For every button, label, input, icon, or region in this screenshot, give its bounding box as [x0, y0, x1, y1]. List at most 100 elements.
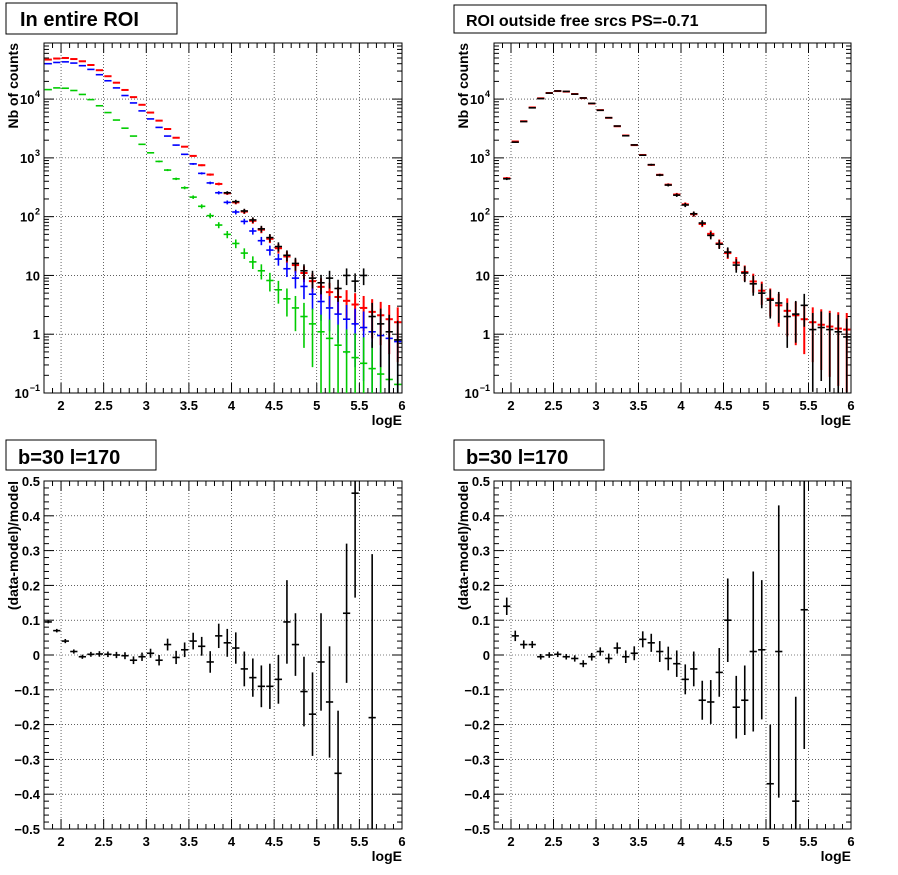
x-tick-label: 3 — [592, 398, 599, 413]
y-tick-label: −0.2 — [14, 718, 40, 733]
chart-title: b=30 l=170 — [18, 447, 120, 469]
data-series — [44, 57, 402, 363]
y-tick-label-exponent: 3 — [485, 148, 490, 158]
y-tick-label-base: 10 — [20, 151, 34, 166]
data-series — [503, 90, 851, 393]
x-tick-label: 3 — [143, 398, 150, 413]
y-tick-label-base: 10 — [470, 92, 484, 107]
x-tick-label: 2 — [507, 398, 514, 413]
chart-title: b=30 l=170 — [466, 447, 568, 469]
x-tick-label: 3 — [592, 834, 599, 849]
y-tick-label: 0.4 — [22, 509, 41, 524]
data-series — [44, 87, 402, 393]
x-tick-label: 5 — [762, 834, 769, 849]
x-tick-label: 6 — [847, 398, 854, 413]
title-box — [453, 439, 605, 471]
x-tick-label: 2.5 — [95, 398, 113, 413]
grid — [44, 43, 403, 394]
x-tick-label: 4 — [228, 398, 236, 413]
y-tick-label-base: 10 — [465, 386, 479, 401]
y-tick-label-exponent: 4 — [485, 89, 490, 99]
x-tick-label: 5.5 — [799, 834, 817, 849]
y-tick-label: −0.1 — [14, 683, 40, 698]
plot-frame — [43, 480, 403, 830]
x-tick-label: 5.5 — [799, 398, 817, 413]
x-axis-title: logE — [372, 848, 402, 864]
plot-frame — [493, 42, 852, 394]
x-tick-label: 2.5 — [95, 834, 113, 849]
x-tick-label: 2.5 — [544, 398, 562, 413]
y-tick-label: 0.2 — [22, 578, 40, 593]
x-tick-label: 3 — [143, 834, 150, 849]
x-axis-title: logE — [821, 412, 851, 428]
data-marks — [44, 481, 376, 829]
title-box — [5, 439, 157, 471]
x-tick-label: 2 — [57, 834, 64, 849]
x-tick-label: 3.5 — [180, 398, 198, 413]
x-axis-title: logE — [821, 848, 851, 864]
data-series — [223, 191, 402, 393]
chart-title: In entire ROI — [20, 9, 139, 31]
y-axis-title: (data-model)/model — [455, 481, 471, 610]
x-tick-label: 4.5 — [265, 398, 283, 413]
y-axis-title: Nb of counts — [5, 43, 21, 129]
y-tick-label: 0 — [33, 648, 40, 663]
y-axis-title: (data-model)/model — [5, 481, 21, 610]
y-tick-label-exponent: 3 — [35, 148, 40, 158]
y-tick-label-exponent: 4 — [35, 89, 40, 99]
y-tick-label: 1 — [483, 327, 490, 342]
x-tick-label: 4 — [228, 834, 236, 849]
x-tick-label: 6 — [847, 834, 854, 849]
y-axis-title: Nb of counts — [455, 43, 471, 129]
y-tick-label: 10 — [476, 268, 490, 283]
data-series — [44, 481, 376, 829]
data-marks — [503, 90, 851, 393]
y-tick-label: −0.4 — [14, 787, 40, 802]
x-tick-label: 2.5 — [544, 834, 562, 849]
x-tick-label: 4 — [677, 398, 685, 413]
y-tick-label: 0.5 — [22, 474, 40, 489]
y-tick-label: −0.5 — [14, 822, 40, 837]
x-tick-label: 2 — [57, 398, 64, 413]
x-tick-label: 5 — [762, 398, 769, 413]
x-tick-label: 6 — [398, 834, 405, 849]
x-tick-label: 4.5 — [714, 398, 732, 413]
chart-panel: 2 2.5 3 3.5 4 4.5 5 5.5 6−110110210310410logENb … — [5, 2, 406, 428]
y-tick-label: 0 — [483, 648, 490, 663]
y-tick-label: 0.1 — [472, 613, 490, 628]
y-tick-label-base: 10 — [20, 92, 34, 107]
x-tick-label: 5 — [313, 834, 320, 849]
data-series — [503, 481, 808, 829]
chart-panel: 2 2.5 3 3.5 4 4.5 5 5.5 6−110110210310410logENb … — [453, 4, 855, 428]
y-tick-label: −0.3 — [464, 752, 490, 767]
y-tick-label-exponent: 2 — [485, 207, 490, 217]
chart-title: ROI outside free srcs PS=-0.71 — [466, 13, 699, 30]
y-tick-label-exponent: 2 — [35, 207, 40, 217]
y-tick-label: 1 — [33, 327, 40, 342]
y-tick-label-base: 10 — [15, 386, 29, 401]
data-marks — [44, 57, 402, 393]
y-tick-label: −0.5 — [464, 822, 490, 837]
x-tick-label: 3.5 — [629, 398, 647, 413]
y-tick-label-base: 10 — [470, 210, 484, 225]
x-tick-label: 4.5 — [714, 834, 732, 849]
data-series — [44, 61, 402, 393]
x-tick-label: 2 — [507, 834, 514, 849]
x-tick-label: 3.5 — [629, 834, 647, 849]
data-marks — [503, 481, 808, 829]
title-box — [5, 2, 178, 35]
y-tick-label: 0.5 — [472, 474, 490, 489]
y-tick-label: 0.3 — [472, 544, 490, 559]
x-tick-label: 5 — [313, 398, 320, 413]
x-tick-label: 5.5 — [350, 834, 368, 849]
y-tick-label-exponent: −1 — [480, 383, 490, 393]
y-tick-label: 0.1 — [22, 613, 40, 628]
y-tick-label: −0.1 — [464, 683, 490, 698]
x-tick-label: 4.5 — [265, 834, 283, 849]
x-tick-label: 6 — [398, 398, 405, 413]
x-tick-label: 4 — [677, 834, 685, 849]
grid — [44, 480, 403, 830]
data-series — [503, 90, 851, 392]
y-tick-label-exponent: −1 — [30, 383, 40, 393]
